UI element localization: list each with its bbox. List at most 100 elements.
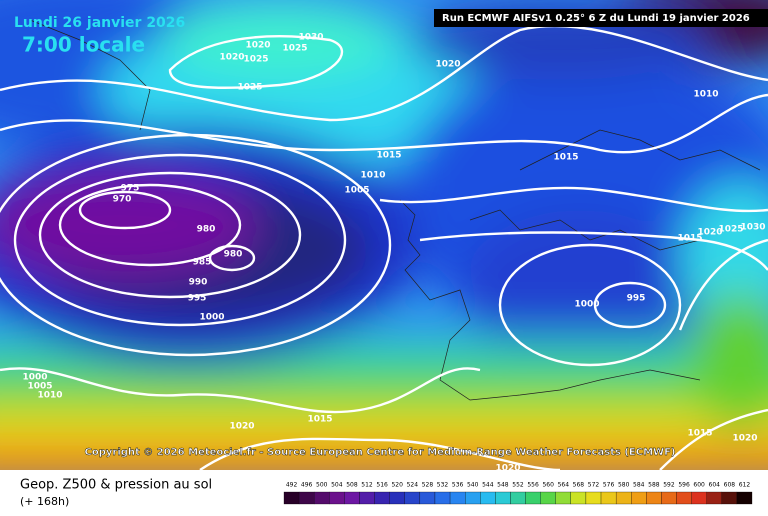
- colorbar-label: 600: [693, 482, 705, 489]
- isobar-label: 1020: [435, 60, 460, 70]
- isobar-label: 1015: [553, 153, 578, 163]
- colorbar-label: 544: [482, 482, 494, 489]
- colorbar-label: 560: [542, 482, 554, 489]
- isobar-label: 1015: [376, 151, 401, 161]
- colorbar-label: 504: [331, 482, 343, 489]
- colorbar-label: 592: [663, 482, 675, 489]
- isobar-label: 1005: [27, 382, 52, 392]
- colorbar-label: 584: [633, 482, 645, 489]
- colorbar-label: 500: [316, 482, 328, 489]
- colorbar-cell: [374, 491, 390, 505]
- colorbar-cell: [646, 491, 662, 505]
- colorbar-label: 524: [407, 482, 419, 489]
- isobar-label: 980: [197, 225, 216, 235]
- isobar-label: 1010: [360, 171, 385, 181]
- isobar-label: 1000: [574, 300, 599, 310]
- coastlines: [29, 19, 761, 401]
- isobar-label: 970: [113, 195, 132, 205]
- colorbar-cell: [585, 491, 602, 505]
- isobar-label: 1020: [229, 422, 254, 432]
- colorbar-cell: [691, 491, 707, 505]
- isobar-label: 1020: [245, 41, 270, 51]
- colorbar-label: 532: [437, 482, 449, 489]
- colorbar-label: 572: [588, 482, 600, 489]
- colorbar-cell: [298, 491, 315, 505]
- colorbar-cell: [615, 491, 632, 505]
- colorbar-cell: [676, 491, 692, 505]
- colorbar-label: 612: [739, 482, 751, 489]
- colorbar-cell: [404, 491, 421, 505]
- colorbar-label: 548: [497, 482, 509, 489]
- colorbar-label: 540: [467, 482, 479, 489]
- colorbar-cell: [510, 491, 526, 505]
- colorbar-cell: [344, 491, 360, 505]
- isobar-label: 1030: [298, 33, 323, 43]
- colorbar-cell: [736, 491, 753, 505]
- colorbar-cell: [661, 491, 677, 505]
- colorbar-label: 604: [709, 482, 721, 489]
- colorbar-cell: [329, 491, 345, 505]
- isobar-label: 1025: [237, 83, 262, 93]
- colorbar-label: 536: [452, 482, 464, 489]
- isobar-label: 1025: [243, 55, 268, 65]
- isobar-label: 985: [193, 258, 212, 268]
- isobar-label: 1015: [687, 429, 712, 439]
- colorbar-cell: [359, 491, 375, 505]
- colorbar-cell: [600, 491, 617, 505]
- colorbar-label: 496: [301, 482, 313, 489]
- isobar-label: 975: [121, 184, 140, 194]
- colorbar-cell: [570, 491, 587, 505]
- colorbar-cell: [721, 491, 738, 505]
- colorbar-cell: [540, 491, 556, 505]
- colorbar-label: 588: [648, 482, 660, 489]
- colorbar-cell: [434, 491, 451, 505]
- isobar-label: 980: [224, 250, 243, 260]
- footer-title: Geop. Z500 & pression au sol: [20, 478, 212, 493]
- isobar-label: 990: [189, 278, 208, 288]
- isobar-label: 1010: [693, 90, 718, 100]
- colorbar-cell: [706, 491, 722, 505]
- colorbar-cell: [555, 491, 571, 505]
- forecast-time: 7:00 locale: [22, 33, 145, 57]
- colorbar-label: 580: [618, 482, 630, 489]
- colorbar-label: 512: [361, 482, 373, 489]
- colorbar-label: 492: [286, 482, 298, 489]
- colorbar-cell: [495, 491, 511, 505]
- isobar-label: 1025: [282, 44, 307, 54]
- copyright: Copyright © 2026 Meteociel.fr - Source E…: [85, 447, 676, 458]
- colorbar-cell: [480, 491, 496, 505]
- colorbar-label: 552: [512, 482, 524, 489]
- colorbar-label: 516: [376, 482, 388, 489]
- colorbar-label: 608: [724, 482, 736, 489]
- colorbar-label: 528: [422, 482, 434, 489]
- colorbar-cell: [283, 491, 300, 505]
- colorbar-cell: [465, 491, 481, 505]
- isobar-label: 1015: [307, 415, 332, 425]
- colorbar-label: 596: [678, 482, 690, 489]
- footer-lead: (+ 168h): [20, 495, 69, 508]
- colorbar-cell: [631, 491, 647, 505]
- isobar-label: 1030: [740, 223, 765, 233]
- colorbar: 492 496 500 504 508 512 516 520 524 528 532 536 540 5…: [283, 482, 753, 505]
- isobar-label: 1015: [677, 234, 702, 244]
- colorbar-cell: [449, 491, 466, 505]
- isobar-label: 1010: [37, 391, 62, 401]
- isobar-label: 1025: [718, 225, 743, 235]
- isobar-label: 1000: [22, 373, 47, 383]
- isobar-label: 1020: [495, 464, 520, 474]
- isobars: [0, 24, 768, 470]
- run-info: Run ECMWF AIFSv1 0.25° 6 Z du Lundi 19 j…: [442, 13, 750, 24]
- colorbar-label: 508: [346, 482, 358, 489]
- isobar-label: 1020: [697, 228, 722, 238]
- colorbar-cell: [389, 491, 405, 505]
- colorbar-label: 556: [527, 482, 539, 489]
- colorbar-label: 568: [573, 482, 585, 489]
- isobar-label: 1020: [219, 53, 244, 63]
- isobar-label: 995: [627, 294, 646, 304]
- isobar-label: 995: [188, 294, 207, 304]
- colorbar-label: 576: [603, 482, 615, 489]
